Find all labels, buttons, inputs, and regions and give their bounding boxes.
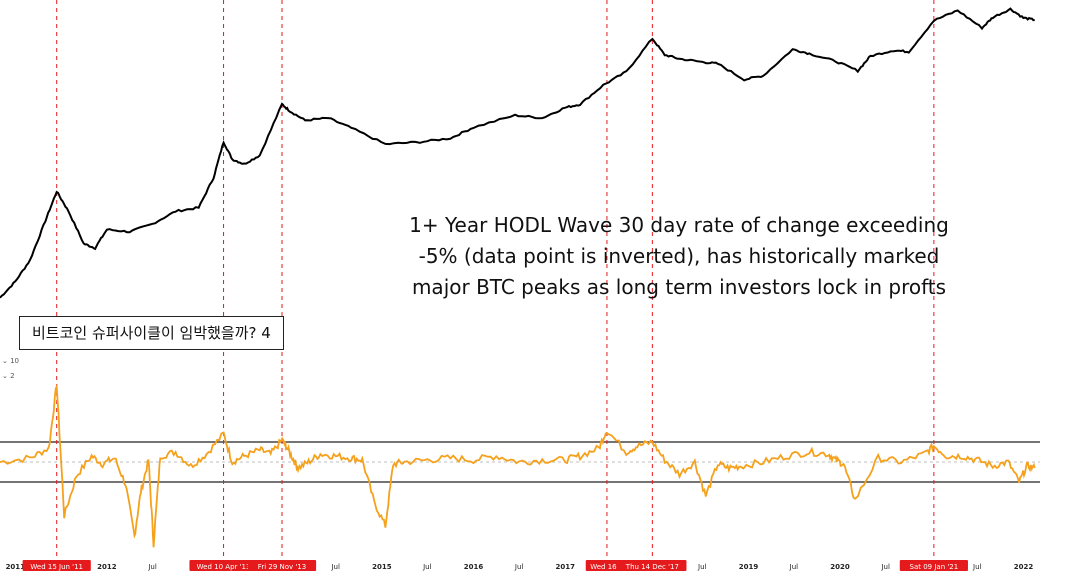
caption-box: 비트코인 슈퍼사이클이 임박했을까? 4 (19, 316, 284, 350)
scale-label-2[interactable]: ⌄ 2 (2, 372, 15, 380)
scale-label-10[interactable]: ⌄ 10 (2, 357, 19, 365)
date-tag (247, 560, 317, 571)
x-tick-label: Jul (880, 563, 890, 571)
x-tick-label: Jul (147, 563, 157, 571)
date-tag-label: Wed 10 Apr '13 (197, 563, 251, 571)
x-tick-label: 2012 (97, 563, 117, 571)
date-tag (22, 560, 91, 571)
x-tick-label: 2011 (6, 563, 26, 571)
date-tag-label: Wed 15 Jun '11 (30, 563, 83, 571)
x-tick-label: 2019 (739, 563, 759, 571)
oscillator-line (0, 383, 1036, 548)
date-tag-label: Wed 16 A (590, 563, 624, 571)
x-tick-label: Jul (422, 563, 432, 571)
date-tag-label: Sat 09 Jan '21 (910, 563, 959, 571)
annotation-line-2: -5% (data point is inverted), has histor… (418, 244, 940, 268)
x-tick-label: 2017 (556, 563, 576, 571)
date-tag (585, 560, 629, 571)
date-tag (899, 560, 968, 571)
annotation-line-3: major BTC peaks as long term investors l… (411, 275, 947, 299)
price-line (0, 7, 1035, 299)
x-tick-label: Jul (789, 563, 799, 571)
x-tick-label: Jul (514, 563, 524, 571)
x-tick-label: 2016 (464, 563, 484, 571)
x-tick-label: Jul (330, 563, 340, 571)
x-tick-label: 2015 (372, 563, 392, 571)
date-tag-label: Thu 14 Dec '17 (625, 563, 679, 571)
date-tag (618, 560, 687, 571)
x-tick-label: Jul (697, 563, 707, 571)
x-tick-label: 2022 (1014, 563, 1034, 571)
date-tag (189, 560, 258, 571)
x-tick-label: Jul (972, 563, 982, 571)
annotation-line-1: 1+ Year HODL Wave 30 day rate of change … (409, 213, 949, 237)
chart-annotation: 1+ Year HODL Wave 30 day rate of change … (300, 210, 1058, 303)
date-tag-label: Fri 29 Nov '13 (258, 563, 306, 571)
x-tick-label: 2020 (830, 563, 850, 571)
